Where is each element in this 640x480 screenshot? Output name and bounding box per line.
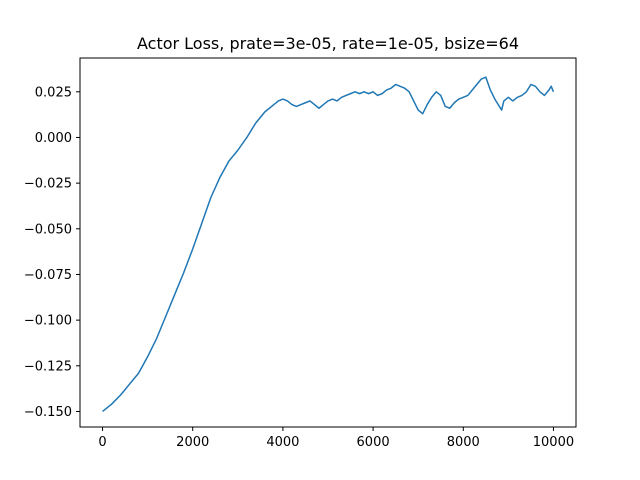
y-tick-label: −0.025 xyxy=(24,177,72,192)
y-tick-label: −0.050 xyxy=(24,222,72,237)
x-tick-label: 2000 xyxy=(176,435,209,450)
series-layer xyxy=(102,76,555,413)
y-tick-label: 0.025 xyxy=(35,85,72,100)
y-tick-label: −0.100 xyxy=(24,314,72,329)
y-tick-label: −0.075 xyxy=(24,268,72,283)
x-axis: 0 2000 4000 6000 8000 10000 xyxy=(98,427,574,450)
y-axis: −0.150 −0.125 −0.100 −0.075 −0.050 −0.025 0.00… xyxy=(24,85,80,420)
y-tick-label: −0.125 xyxy=(24,359,72,374)
y-tick-label: 0.000 xyxy=(35,131,72,146)
chart-title: Actor Loss, prate=3e-05, rate=1e-05, bsi… xyxy=(137,34,519,53)
x-tick-label: 10000 xyxy=(533,435,574,450)
series-line xyxy=(102,76,555,413)
y-tick-label: −0.150 xyxy=(24,405,72,420)
plot-frame xyxy=(79,57,577,428)
x-tick-label: 8000 xyxy=(447,435,480,450)
x-tick-label: 0 xyxy=(98,435,106,450)
x-tick-label: 6000 xyxy=(357,435,390,450)
x-tick-label: 4000 xyxy=(266,435,299,450)
